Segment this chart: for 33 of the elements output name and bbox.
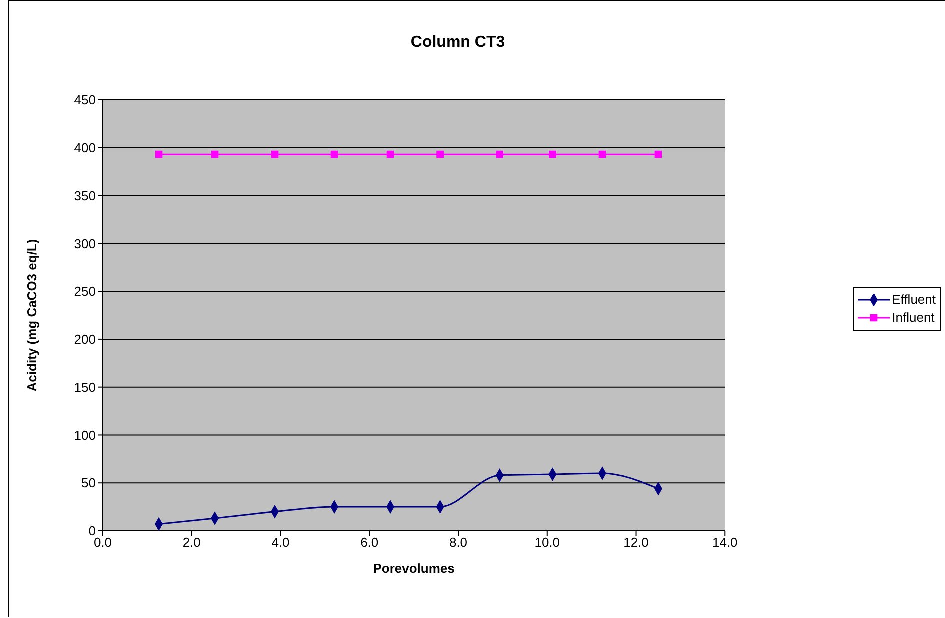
y-tick-label: 50 [82,476,96,491]
x-tick-label: 2.0 [182,535,201,550]
x-tick-label: 10.0 [534,535,560,550]
point [386,150,394,158]
point [549,150,556,158]
point [654,150,662,158]
y-tick-label: 300 [74,236,96,252]
legend-label: Effluent [892,291,936,309]
point [155,150,163,158]
point [436,150,444,158]
x-tick-label: 12.0 [624,535,649,550]
y-tick-label: 450 [74,92,96,108]
point [211,150,219,158]
legend-label: Influent [892,309,935,327]
x-tick-label: 8.0 [449,535,468,550]
point [271,150,279,158]
x-tick-label: 6.0 [360,535,379,550]
point [330,150,338,158]
point [598,150,606,158]
x-tick-label: 4.0 [272,535,290,550]
point [496,150,504,158]
y-tick-label: 200 [74,332,96,348]
x-tick-label: 0.0 [94,535,112,550]
x-tick-label: 14.0 [712,535,738,550]
chart-title: Column CT3 [410,34,506,52]
y-tick-label: 350 [74,188,96,204]
y-tick-label: 100 [74,428,96,443]
x-axis-title: Porevolumes [373,561,455,576]
y-axis-title: Acidity (mg CaCO3 eq/L) [24,239,40,392]
y-tick-label: 250 [74,284,96,300]
y-tick-label: 150 [74,380,96,395]
y-tick-label: 400 [74,140,96,156]
y-tick-label: 0 [88,524,96,539]
